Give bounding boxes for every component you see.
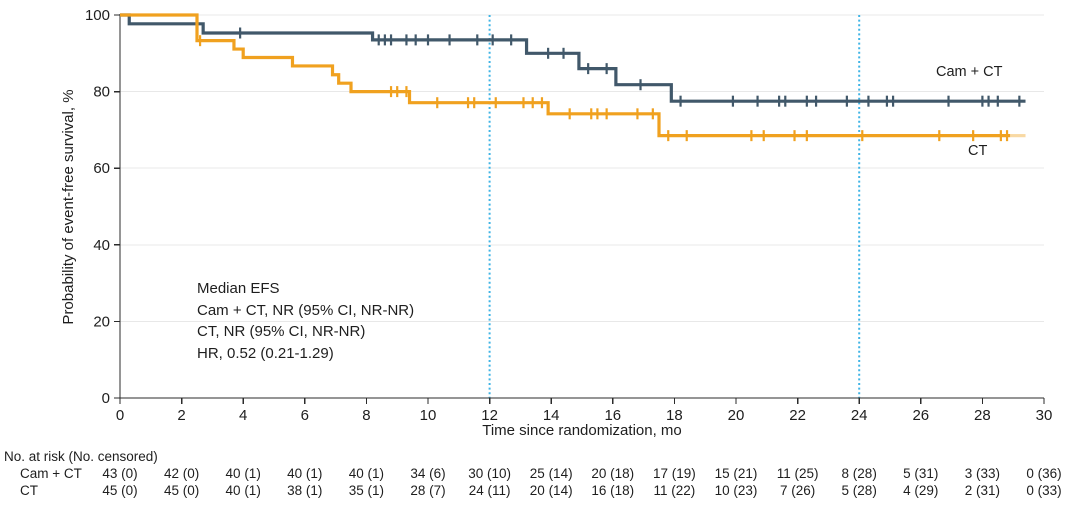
x-tick-label-6: 6 [301,407,309,424]
x-tick-label-10: 10 [420,407,437,424]
y-tick-label-60: 60 [93,160,110,177]
x-tick-label-28: 28 [974,407,991,424]
x-tick-label-4: 4 [239,407,247,424]
censor-marks-ct [198,35,1009,142]
risk-cell-ct-12mo: 24 (11) [468,483,511,498]
risk-cell-camct-24mo: 8 (28) [841,466,877,481]
risk-cell-camct-26mo: 5 (31) [903,466,939,481]
risk-cell-ct-24mo: 5 (28) [841,483,877,498]
annotation-line-median: Median EFS [197,280,280,297]
annotation-line-camct: Cam + CT, NR (95% CI, NR-NR) [197,301,415,319]
risk-cell-ct-28mo: 2 (31) [964,483,1001,498]
x-tick-label-16: 16 [604,407,621,424]
x-tick-label-8: 8 [362,407,370,424]
risk-cell-camct-8mo: 40 (1) [348,466,385,481]
risk-row-label-camct: Cam + CT [20,466,82,481]
x-tick-label-12: 12 [481,407,498,424]
risk-cell-ct-26mo: 4 (29) [903,483,939,498]
x-tick-label-26: 26 [912,407,929,424]
x-tick-label-24: 24 [851,407,868,424]
risk-cell-ct-4mo: 40 (1) [225,483,261,498]
risk-cell-ct-8mo: 35 (1) [348,483,385,498]
risk-cell-camct-30mo: 0 (36) [1026,466,1062,481]
risk-cell-camct-28mo: 3 (33) [964,466,1001,481]
series-label-camct: Cam + CT [936,64,1003,80]
risk-cell-camct-16mo: 20 (18) [591,466,635,481]
risk-cell-ct-2mo: 45 (0) [163,483,200,498]
risk-cell-camct-4mo: 40 (1) [225,466,261,481]
risk-cell-camct-6mo: 40 (1) [287,466,323,481]
y-axis-title: Probability of event-free survival, % [60,89,77,325]
series-label-ct: CT [968,143,988,159]
risk-cell-camct-0mo: 43 (0) [102,466,138,481]
series-curve-camct [120,13,1026,103]
km-line-camct [120,13,1026,103]
x-tick-label-14: 14 [543,407,560,424]
reference-lines [488,15,861,398]
risk-cell-ct-18mo: 11 (22) [653,483,696,498]
risk-cell-camct-14mo: 25 (14) [529,466,573,481]
risk-cell-ct-22mo: 7 (26) [779,483,816,498]
series-curve-ct [120,13,1026,138]
x-axis-title: Time since randomization, mo [482,422,682,439]
x-tick-label-22: 22 [789,407,806,424]
risk-cell-ct-16mo: 16 (18) [591,483,635,498]
km-line-ct [120,13,1011,138]
y-tick-label-80: 80 [93,84,110,101]
risk-cell-camct-12mo: 30 (10) [468,466,511,481]
x-tick-label-20: 20 [728,407,745,424]
x-tick-label-0: 0 [116,407,124,424]
censor-marks-camct [239,27,1021,107]
annotation-line-hr: HR, 0.52 (0.21-1.29) [197,344,334,362]
risk-cell-camct-2mo: 42 (0) [163,466,200,481]
x-tick-label-2: 2 [177,407,185,424]
risk-cell-camct-18mo: 17 (19) [653,466,696,481]
gridlines [120,14,1044,322]
risk-cell-ct-10mo: 28 (7) [410,483,446,498]
x-tick-label-30: 30 [1036,407,1053,424]
y-tick-label-100: 100 [85,7,110,24]
y-tick-label-40: 40 [93,237,110,254]
risk-cell-camct-20mo: 15 (21) [714,466,758,481]
median-efs-annotation: Median EFS Cam + CT, NR (95% CI, NR-NR) … [197,278,414,364]
y-tick-label-0: 0 [102,390,110,407]
risk-row-label-ct: CT [20,483,38,498]
risk-cell-ct-14mo: 20 (14) [529,483,573,498]
risk-cell-camct-22mo: 11 (25) [776,466,819,481]
risk-cell-ct-20mo: 10 (23) [714,483,758,498]
risk-cell-ct-6mo: 38 (1) [287,483,323,498]
risk-cell-ct-0mo: 45 (0) [102,483,138,498]
risk-cell-ct-30mo: 0 (33) [1026,483,1062,498]
annotation-line-ct: CT, NR (95% CI, NR-NR) [197,323,366,340]
risk-table-header: No. at risk (No. censored) [4,449,158,464]
y-tick-label-20: 20 [93,313,110,330]
risk-cell-camct-10mo: 34 (6) [410,466,446,481]
x-tick-label-18: 18 [666,407,683,424]
